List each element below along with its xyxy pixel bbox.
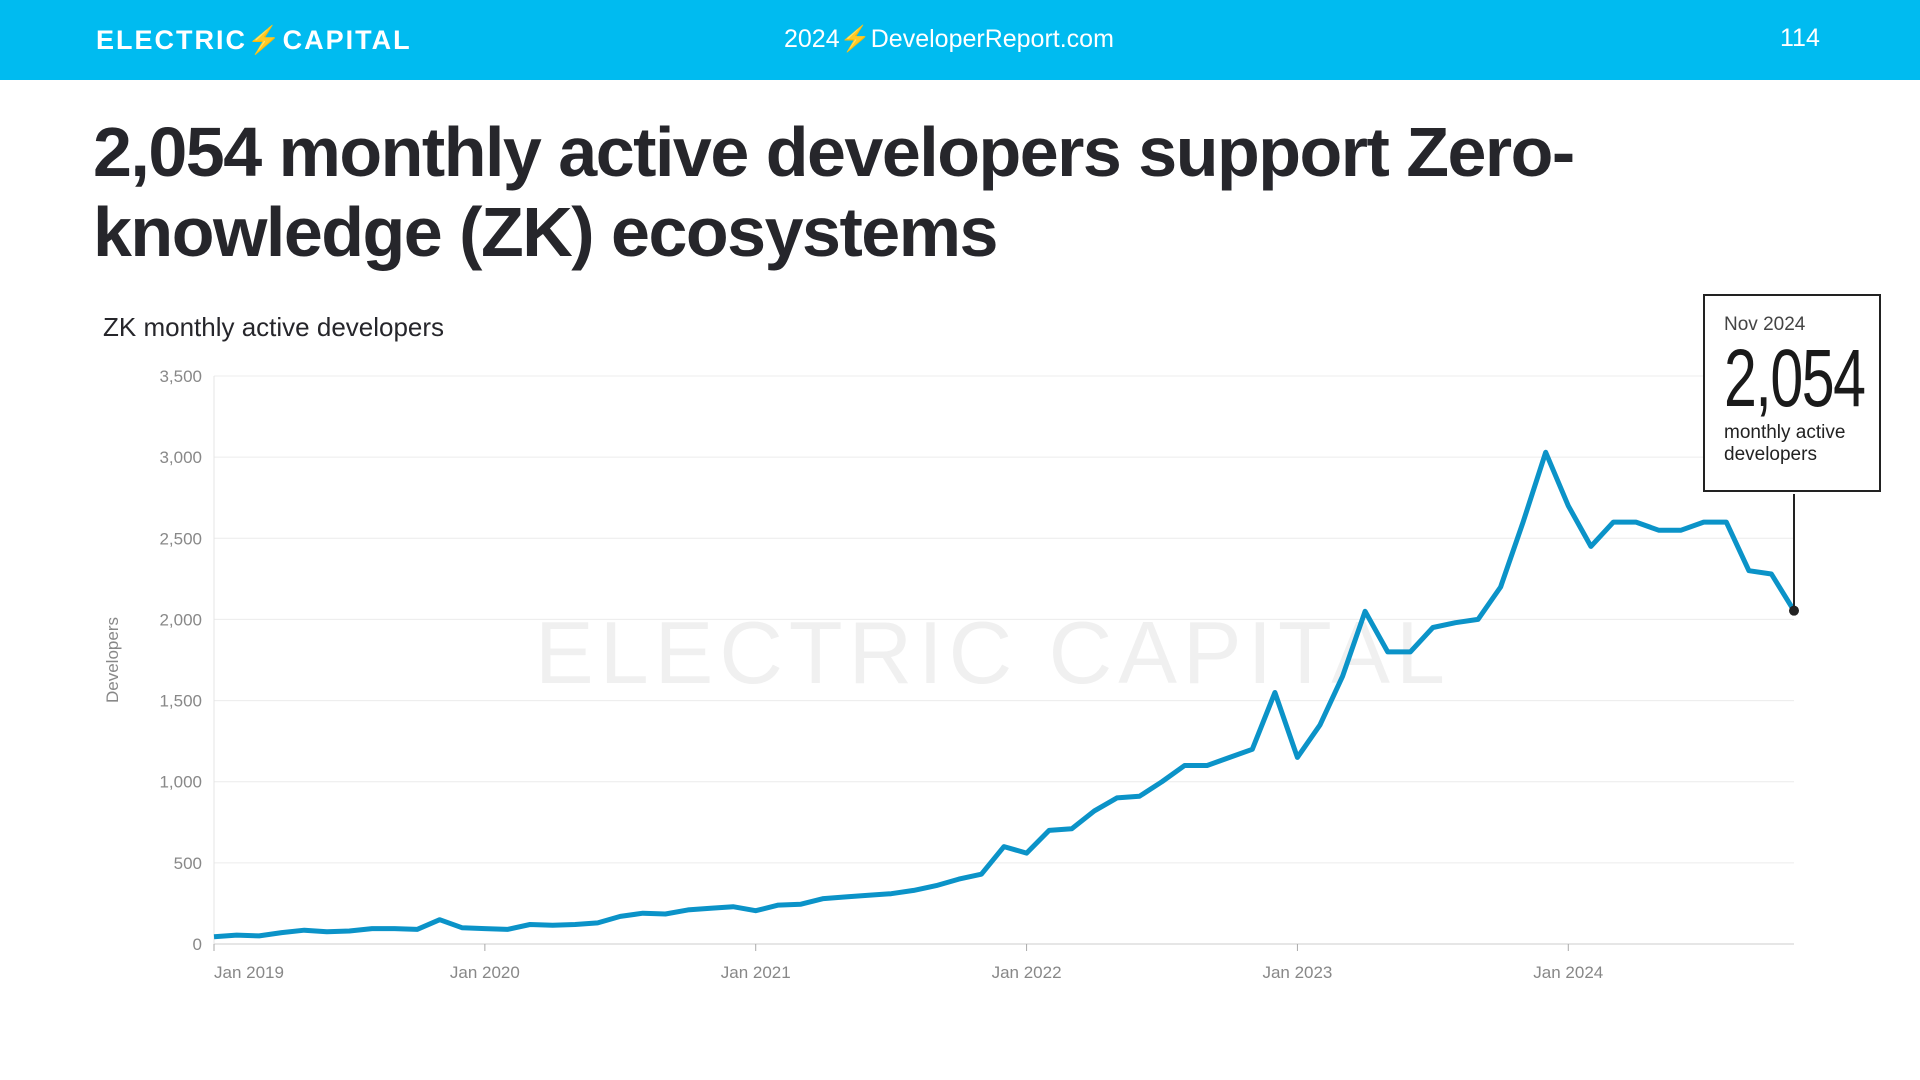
y-tick-label: 3,500: [159, 367, 202, 386]
x-tick-label: Jan 2021: [721, 963, 791, 982]
x-tick-label: Jan 2019: [214, 963, 284, 982]
x-tick-label: Jan 2020: [450, 963, 520, 982]
callout-value: 2,054: [1724, 333, 1866, 424]
site-url: 2024⚡DeveloperReport.com: [784, 25, 1114, 53]
watermark: ELECTRIC CAPITAL: [535, 603, 1451, 702]
callout-box: Nov 2024 2,054 monthly active developers: [1703, 294, 1881, 492]
y-tick-label: 500: [174, 854, 202, 873]
electric-capital-logo: ELECTRIC⚡CAPITAL: [96, 25, 412, 55]
y-tick-label: 1,000: [159, 773, 202, 792]
y-tick-label: 2,000: [159, 610, 202, 629]
x-tick-label: Jan 2023: [1262, 963, 1332, 982]
y-tick-label: 3,000: [159, 448, 202, 467]
y-tick-label: 0: [193, 935, 202, 954]
page-number: 114: [1780, 24, 1820, 52]
chart-title: ZK monthly active developers: [103, 312, 445, 342]
series-line: [213, 449, 1797, 940]
y-tick-label: 1,500: [159, 692, 202, 711]
page-title: 2,054 monthly active developers support …: [93, 113, 1575, 271]
callout-date: Nov 2024: [1724, 314, 1806, 335]
x-tick-label: Jan 2022: [992, 963, 1062, 982]
x-tick-label: Jan 2024: [1533, 963, 1603, 982]
y-tick-label: 2,500: [159, 529, 202, 548]
y-axis-label: Developers: [103, 617, 122, 703]
header-bar: ELECTRIC⚡CAPITAL 2024⚡DeveloperReport.co…: [0, 0, 1920, 80]
callout-label: monthly active developers: [1724, 422, 1846, 465]
end-point-marker: [1789, 605, 1799, 616]
